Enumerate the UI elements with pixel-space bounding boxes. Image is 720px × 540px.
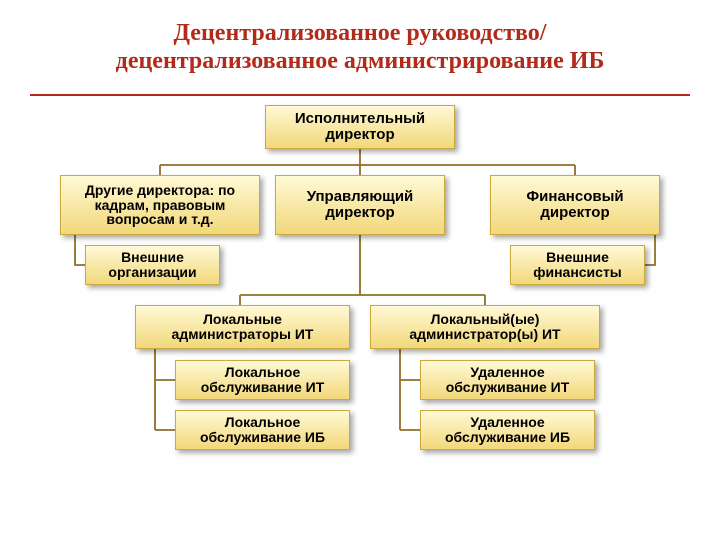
node-external-financiers-label: Внешние финансисты — [517, 250, 638, 279]
node-local-it-service: Локальное обслуживание ИТ — [175, 360, 350, 400]
node-coo-label: Управляющий директор — [282, 189, 438, 221]
title-line2: децентрализованное администрирование ИБ — [116, 48, 605, 74]
node-coo: Управляющий директор — [275, 175, 445, 235]
node-external-orgs: Внешние организации — [85, 245, 220, 285]
node-cfo: Финансовый директор — [490, 175, 660, 235]
node-local-ib-service-label: Локальное обслуживание ИБ — [182, 415, 343, 444]
node-remote-it-service: Удаленное обслуживание ИТ — [420, 360, 595, 400]
node-remote-ib-service-label: Удаленное обслуживание ИБ — [427, 415, 588, 444]
node-cfo-label: Финансовый директор — [497, 189, 653, 221]
node-local-it-admins: Локальные администраторы ИТ — [135, 305, 350, 349]
node-remote-it-admins: Локальный(ые) администратор(ы) ИТ — [370, 305, 600, 349]
node-remote-it-admins-label: Локальный(ые) администратор(ы) ИТ — [377, 312, 593, 341]
node-external-financiers: Внешние финансисты — [510, 245, 645, 285]
node-local-it-service-label: Локальное обслуживание ИТ — [182, 365, 343, 394]
node-other-directors: Другие директора: по кадрам, правовым во… — [60, 175, 260, 235]
title-line1: Децентрализованное руководство/ — [174, 20, 547, 46]
node-remote-it-service-label: Удаленное обслуживание ИТ — [427, 365, 588, 394]
node-local-it-admins-label: Локальные администраторы ИТ — [142, 312, 343, 341]
node-remote-ib-service: Удаленное обслуживание ИБ — [420, 410, 595, 450]
title-underline — [30, 94, 690, 96]
page-title: Децентрализованное руководство/ децентра… — [0, 20, 720, 75]
node-other-directors-label: Другие директора: по кадрам, правовым во… — [67, 183, 253, 227]
node-ceo-label: Исполнительный директор — [272, 111, 448, 143]
node-ceo: Исполнительный директор — [265, 105, 455, 149]
node-local-ib-service: Локальное обслуживание ИБ — [175, 410, 350, 450]
node-external-orgs-label: Внешние организации — [92, 250, 213, 279]
